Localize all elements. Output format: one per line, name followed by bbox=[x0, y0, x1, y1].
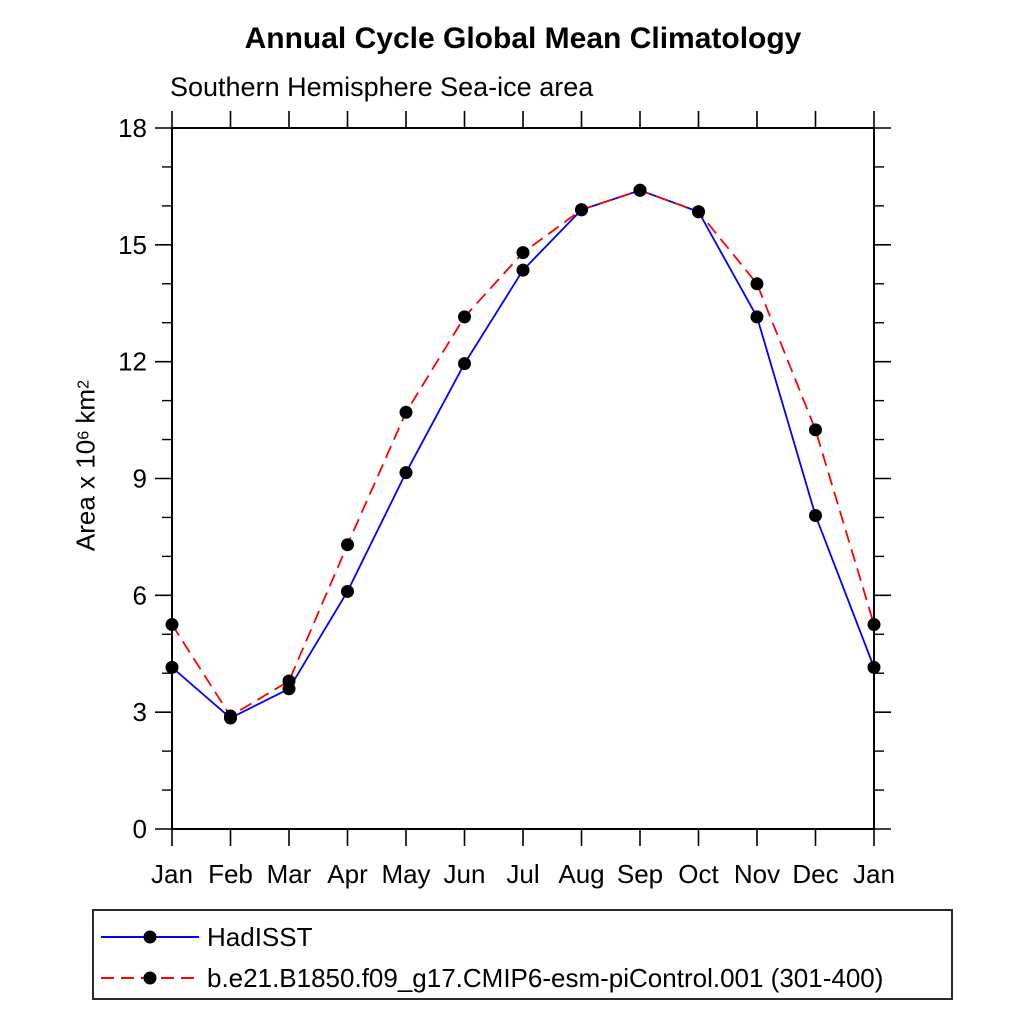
y-tick-label: 12 bbox=[118, 347, 147, 377]
x-tick-label: Dec bbox=[792, 859, 838, 889]
y-tick-label: 15 bbox=[118, 230, 147, 260]
x-tick-label: Jan bbox=[151, 859, 193, 889]
x-tick-label: Jul bbox=[506, 859, 539, 889]
data-point-marker bbox=[165, 618, 179, 632]
data-point-marker bbox=[458, 310, 471, 324]
data-point-marker bbox=[165, 660, 179, 674]
legend-marker-dot bbox=[143, 971, 157, 985]
x-tick-label: Mar bbox=[267, 859, 312, 889]
y-tick-label: 18 bbox=[118, 113, 147, 143]
chart-title: Annual Cycle Global Mean Climatology bbox=[244, 22, 802, 55]
data-point-marker bbox=[750, 310, 764, 324]
legend-swatch-dashed-line bbox=[101, 971, 199, 985]
y-tick-label: 9 bbox=[133, 464, 147, 494]
x-tick-label: Apr bbox=[327, 859, 368, 889]
data-point-marker bbox=[516, 263, 530, 277]
legend: HadISST b.e21.B1850.f09_g17.CMIP6-esm-pi… bbox=[92, 909, 953, 1000]
x-tick-label: Jun bbox=[444, 859, 486, 889]
data-point-marker bbox=[809, 423, 822, 437]
data-point-marker bbox=[867, 618, 881, 632]
data-point-marker bbox=[224, 709, 237, 723]
legend-swatch-solid-line bbox=[101, 930, 199, 944]
data-point-marker bbox=[341, 584, 354, 598]
data-point-marker bbox=[282, 674, 296, 688]
legend-item-model: b.e21.B1850.f09_g17.CMIP6-esm-piControl.… bbox=[100, 963, 883, 993]
data-point-marker bbox=[633, 183, 647, 197]
x-tick-label: Feb bbox=[208, 859, 253, 889]
data-point-marker bbox=[516, 246, 530, 260]
data-point-marker bbox=[692, 205, 705, 219]
data-point-marker bbox=[341, 538, 354, 552]
data-point-marker bbox=[575, 203, 588, 217]
data-point-marker bbox=[399, 466, 413, 480]
data-point-marker bbox=[867, 660, 881, 674]
data-point-marker bbox=[750, 277, 764, 291]
data-point-marker bbox=[458, 357, 471, 371]
x-tick-label: Jan bbox=[853, 859, 895, 889]
legend-item-hadisst: HadISST bbox=[100, 922, 313, 952]
y-tick-label: 6 bbox=[133, 580, 147, 610]
x-tick-label: Aug bbox=[558, 859, 604, 889]
plot-frame bbox=[171, 127, 875, 830]
data-point-marker bbox=[399, 405, 413, 419]
x-tick-label: Nov bbox=[734, 859, 780, 889]
data-point-marker bbox=[809, 508, 822, 522]
chart-subtitle: Southern Hemisphere Sea-ice area bbox=[170, 72, 594, 102]
y-tick-label: 0 bbox=[133, 814, 147, 844]
x-tick-label: May bbox=[381, 859, 430, 889]
x-tick-label: Oct bbox=[678, 859, 719, 889]
x-tick-label: Sep bbox=[617, 859, 663, 889]
legend-label-hadisst: HadISST bbox=[207, 921, 313, 952]
legend-marker-dot bbox=[143, 930, 157, 944]
legend-label-model: b.e21.B1850.f09_g17.CMIP6-esm-piControl.… bbox=[207, 962, 884, 993]
y-tick-label: 3 bbox=[133, 697, 147, 727]
